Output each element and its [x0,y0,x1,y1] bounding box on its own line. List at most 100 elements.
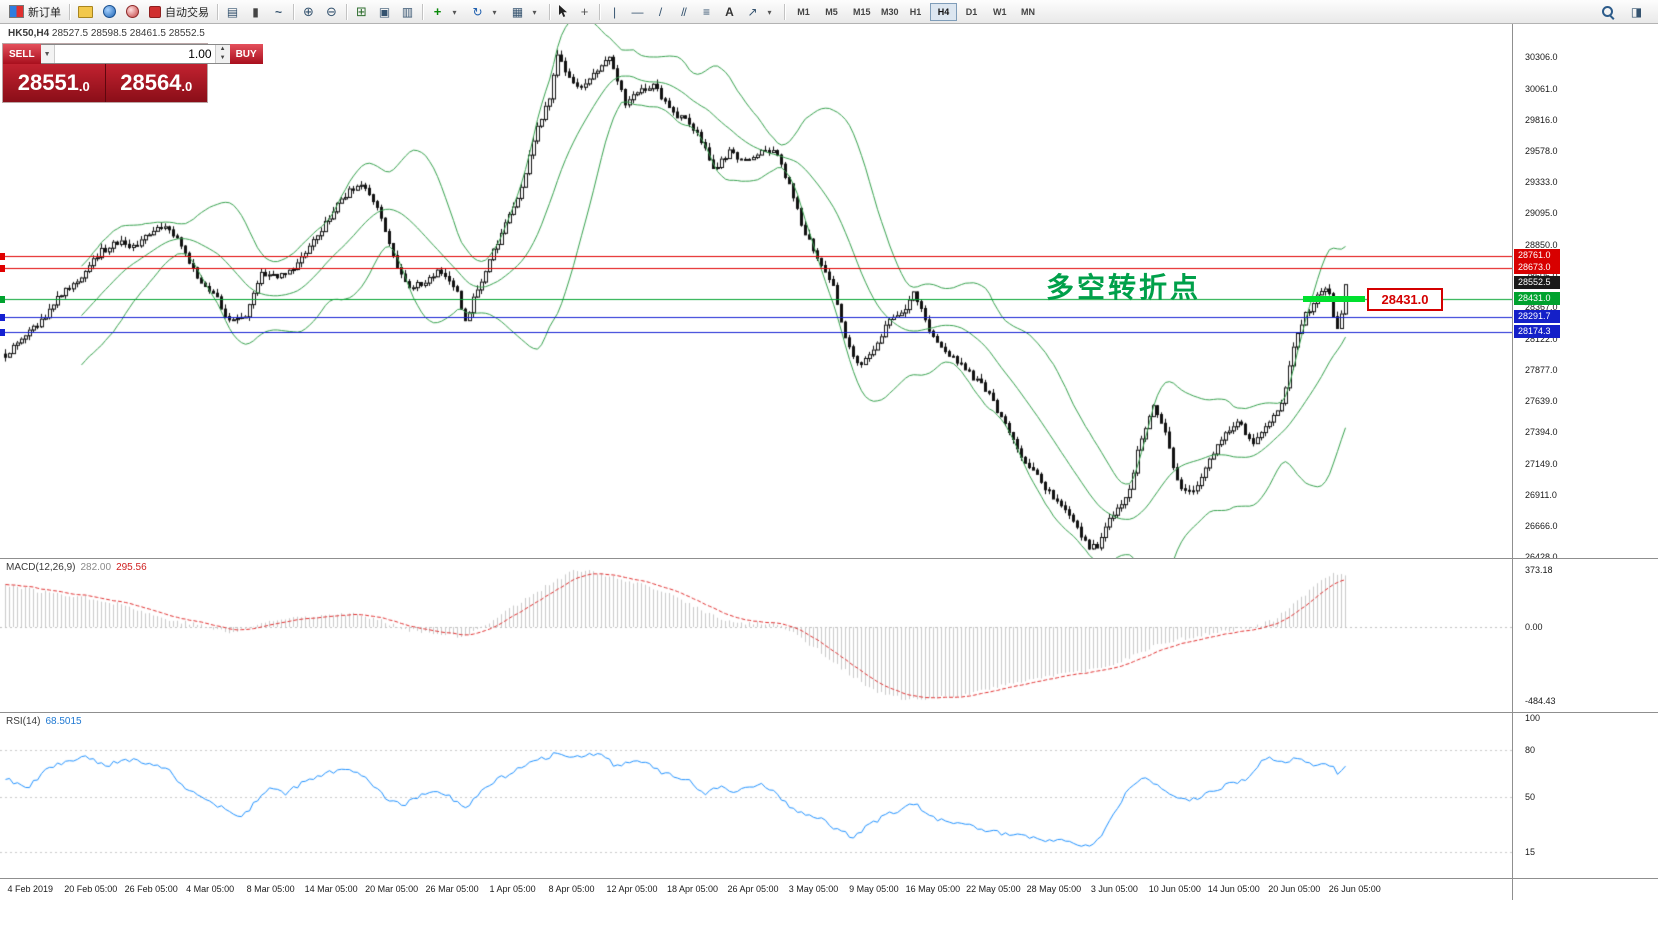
stepper-up-icon[interactable]: ▲ [215,45,230,54]
rsi-pane-canvas[interactable] [0,713,1512,878]
profiles-button[interactable] [73,2,98,22]
text-tool-icon [723,5,736,19]
zoom-out-icon [325,5,338,19]
timeframe-mn[interactable]: MN [1014,3,1041,21]
pane-separator[interactable] [0,712,1658,713]
time-label: 1 Apr 05:00 [489,884,536,894]
toolbar-right-group [1597,2,1658,22]
one-click-trading-panel: SELL ▼ ▲▼ BUY 28551.0 28564.0 [3,44,263,102]
crosshair-button[interactable] [573,2,596,22]
timeframe-m5[interactable]: M5 [818,3,845,21]
time-label: 4 Feb 2019 [7,884,54,894]
main-toolbar: 新订单 自动交易 [0,0,1658,24]
time-axis[interactable]: 4 Feb 2019 20 Feb 05:00 26 Feb 05:00 4 Mar … [0,879,1512,900]
time-label: 4 Mar 05:00 [186,884,235,894]
panels-button[interactable] [1625,2,1648,22]
tile-windows-button[interactable] [350,2,373,22]
zoom-out-button[interactable] [320,2,343,22]
text-tool-button[interactable] [718,2,741,22]
bar-chart-button[interactable] [221,2,244,22]
support-tag-2: 28174.3 [1514,324,1560,338]
price-axis[interactable]: 30306.0 30061.0 29816.0 29578.0 29333.0 29095… [1513,24,1658,562]
stepper-down-icon[interactable]: ▼ [215,54,230,63]
volume-field: ▼ ▲▼ [40,44,230,64]
new-order-button[interactable]: 新订单 [4,2,66,22]
line-chart-button[interactable] [267,2,290,22]
channel-button[interactable] [672,2,695,22]
refresh-button[interactable] [466,2,506,22]
new-chart-button[interactable] [426,2,466,22]
fibonacci-button[interactable] [695,2,718,22]
timeframe-h4[interactable]: H4 [930,2,957,21]
rsi-axis[interactable]: 100 80 50 15 [1513,713,1658,878]
macd-pane-canvas[interactable] [0,559,1512,712]
timeframe-w1[interactable]: W1 [986,3,1013,21]
time-label: 16 May 05:00 [905,884,961,894]
trendline-button[interactable] [649,2,672,22]
resistance-tag-1: 28761.0 [1514,249,1560,263]
price-tick: 30306.0 [1525,52,1558,62]
price-tick: 27394.0 [1525,427,1558,438]
pane-separator[interactable] [0,558,1658,559]
macd-signal-value: 295.56 [116,562,147,573]
volume-input[interactable] [54,45,215,63]
refresh-icon [471,5,484,19]
horizontal-line-icon [631,5,644,19]
tile-windows-icon [355,5,368,19]
globe-icon [103,5,116,18]
candlestick-button[interactable] [244,2,267,22]
horizontal-line-button[interactable] [626,2,649,22]
line-chart-icon [272,5,285,19]
macd-axis[interactable]: 373.18 0.00 -484.43 [1513,559,1658,712]
line-left-marker [0,328,5,336]
rsi-tick: 15 [1525,847,1536,858]
price-callout-box[interactable]: 28431.0 [1367,288,1443,311]
cascade-windows-button[interactable] [373,2,396,22]
chevron-down-icon [448,4,461,20]
toolbar-separator [293,3,294,20]
channel-icon [677,5,690,19]
vertical-line-button[interactable] [603,2,626,22]
arrange-windows-button[interactable] [396,2,419,22]
arrows-tool-button[interactable] [741,2,781,22]
time-label: 14 Mar 05:00 [304,884,358,894]
time-label: 26 Mar 05:00 [425,884,479,894]
crosshair-icon [578,5,591,19]
zoom-in-button[interactable] [297,2,320,22]
timeframe-m1[interactable]: M1 [790,3,817,21]
macd-tick: -484.43 [1525,696,1556,707]
chart-ohlc-values: 28527.5 28598.5 28461.5 28552.5 [51,28,205,39]
templates-button[interactable] [506,2,546,22]
timeframe-d1[interactable]: D1 [958,3,985,21]
buy-button[interactable]: BUY [229,44,263,64]
trade-panel-price-row: 28551.0 28564.0 [3,64,207,102]
price-tick: 29095.0 [1525,208,1558,219]
sell-button[interactable]: SELL [3,44,41,64]
timeframe-m30[interactable]: M30 [874,3,901,21]
terminal-button[interactable] [121,2,144,22]
timeframe-m15[interactable]: M15 [846,3,873,21]
panels-icon [1630,5,1643,19]
new-order-label: 新订单 [28,6,61,19]
time-label: 14 Jun 05:00 [1207,884,1260,894]
auto-trading-button[interactable]: 自动交易 [144,2,214,22]
line-left-marker [0,313,5,321]
search-button[interactable] [1597,2,1619,22]
timeframe-h1[interactable]: H1 [902,3,929,21]
annotation-text[interactable]: 多空转折点 [1046,272,1202,303]
main-chart-canvas[interactable] [0,24,1512,558]
chevron-down-icon [763,4,776,20]
highlight-segment[interactable] [1303,295,1366,302]
volume-stepper[interactable]: ▲ ▼ [214,45,230,63]
market-watch-button[interactable] [98,2,121,22]
toolbar-separator [217,3,218,20]
sell-price[interactable]: 28551.0 [3,64,106,102]
buy-price[interactable]: 28564.0 [105,64,207,102]
time-label: 22 May 05:00 [966,884,1021,894]
cursor-icon [559,5,567,17]
cursor-button[interactable] [553,2,573,22]
volume-dropdown-icon[interactable]: ▼ [40,45,55,63]
rsi-tick: 100 [1525,713,1541,723]
pivot-tag: 28431.0 [1514,291,1560,305]
